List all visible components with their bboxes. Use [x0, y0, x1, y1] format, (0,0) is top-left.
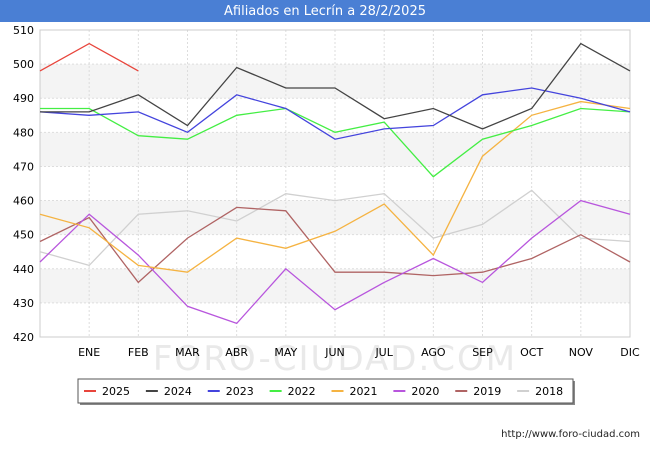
plot-band [40, 200, 630, 235]
series-line-2021 [39, 100, 631, 273]
legend-box [77, 378, 574, 404]
legend-label-2021: 2021 [350, 385, 378, 398]
y-tick-label: 440 [13, 263, 34, 276]
series-line-2023 [39, 87, 631, 140]
legend-label-2023: 2023 [226, 385, 254, 398]
series-line-2022 [40, 107, 631, 178]
series-line-2019 [39, 206, 631, 284]
x-tick-label: AGO [421, 346, 446, 359]
line-chart: FORO-CIUDAD.COM 420 430 440 450 460 470 480 490… [13, 24, 640, 405]
x-tick-label: JUL [374, 346, 393, 359]
x-tick-label: DIC [620, 346, 640, 359]
plot-band [40, 268, 630, 303]
source-url[interactable]: http://www.foro-ciudad.com [501, 429, 640, 440]
legend-label-2025: 2025 [102, 385, 130, 398]
y-tick-label: 470 [13, 160, 34, 173]
series-line-2018 [39, 189, 631, 267]
x-tick-label: OCT [520, 346, 543, 359]
y-tick-label: 460 [13, 195, 34, 208]
legend-label-2024: 2024 [164, 385, 192, 398]
x-tick-label: MAR [175, 346, 200, 359]
watermark: FORO-CIUDAD.COM [153, 339, 517, 379]
y-tick-label: 490 [13, 92, 34, 105]
y-tick-label: 480 [13, 126, 34, 139]
y-tick-label: 510 [13, 24, 34, 37]
y-tick-label: 420 [13, 331, 34, 344]
chart-title: Afiliados en Lecrín a 28/2/2025 [0, 0, 650, 22]
legend-label-2020: 2020 [411, 385, 439, 398]
plot-band [40, 132, 630, 167]
plot-band [40, 64, 630, 99]
legend: 2025 2024 2023 2022 2021 2020 2019 2018 [77, 378, 575, 405]
y-tick-label: 500 [13, 58, 34, 71]
series-line-2024 [40, 42, 631, 130]
x-tick-label: NOV [569, 346, 594, 359]
chart-area: FORO-CIUDAD.COM 420 430 440 450 460 470 480 490… [0, 22, 650, 450]
plot-border [39, 29, 631, 338]
x-tick-label: MAY [274, 346, 297, 359]
x-tick-label: JUN [324, 346, 345, 359]
x-tick-label: ENE [78, 346, 100, 359]
x-tick-label: FEB [128, 346, 149, 359]
legend-label-2018: 2018 [535, 385, 563, 398]
legend-label-2019: 2019 [473, 385, 501, 398]
legend-label-2022: 2022 [288, 385, 316, 398]
x-tick-label: ABR [225, 346, 248, 359]
y-tick-label: 430 [13, 297, 34, 310]
y-tick-label: 450 [13, 229, 34, 242]
series-line-2025 [39, 42, 139, 72]
series-line-2020 [39, 199, 631, 325]
x-tick-label: SEP [472, 346, 493, 359]
